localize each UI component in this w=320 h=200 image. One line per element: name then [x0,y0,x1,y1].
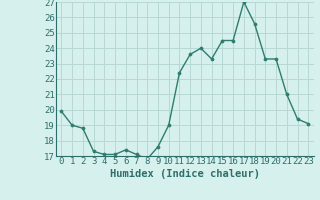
X-axis label: Humidex (Indice chaleur): Humidex (Indice chaleur) [110,169,260,179]
